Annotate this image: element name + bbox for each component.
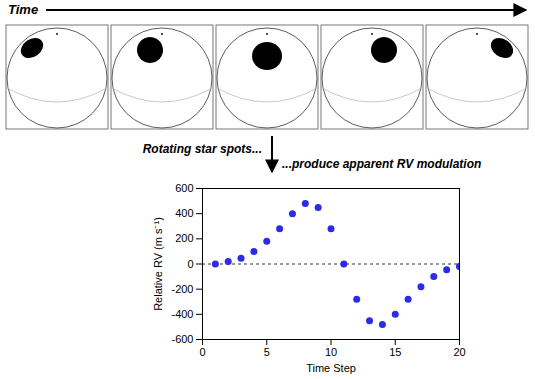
svg-text:Time: Time bbox=[8, 2, 38, 17]
svg-text:200: 200 bbox=[175, 232, 193, 244]
svg-text:400: 400 bbox=[175, 207, 193, 219]
svg-text:10: 10 bbox=[325, 346, 337, 358]
svg-text:...produce apparent RV modulat: ...produce apparent RV modulation bbox=[282, 157, 481, 171]
svg-text:Time Step: Time Step bbox=[306, 362, 356, 374]
svg-text:-600: -600 bbox=[171, 333, 193, 345]
svg-text:600: 600 bbox=[175, 182, 193, 194]
svg-text:20: 20 bbox=[453, 346, 465, 358]
svg-text:Rotating star spots...: Rotating star spots... bbox=[143, 142, 262, 156]
svg-text:0: 0 bbox=[199, 346, 205, 358]
svg-text:Relative RV (m s⁻¹): Relative RV (m s⁻¹) bbox=[152, 217, 164, 311]
svg-text:0: 0 bbox=[187, 258, 193, 270]
svg-text:-200: -200 bbox=[171, 283, 193, 295]
svg-text:-400: -400 bbox=[171, 308, 193, 320]
svg-text:5: 5 bbox=[264, 346, 270, 358]
svg-text:15: 15 bbox=[389, 346, 401, 358]
